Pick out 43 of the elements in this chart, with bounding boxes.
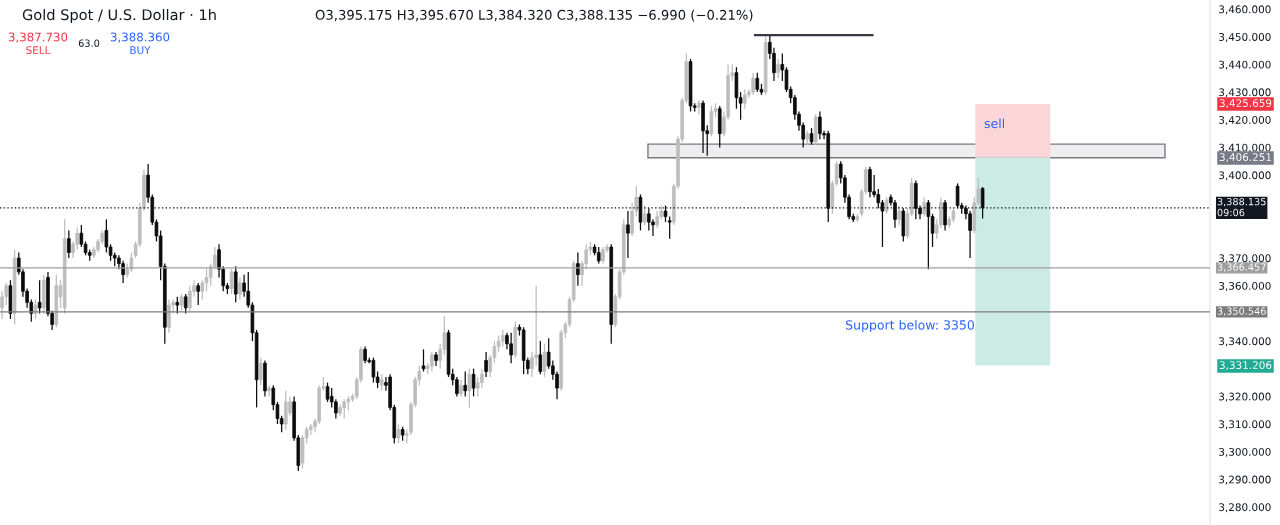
candlestick [204, 268, 209, 292]
candlestick [742, 88, 747, 110]
ref-line-label: 3,366.457 [1217, 263, 1266, 272]
y-tick-label: 3,340.000 [1219, 337, 1271, 347]
annotation: 63.0 [78, 39, 100, 47]
annotation: O3,395.175 H3,395.670 L3,384.320 C3,388.135 −6.990 (−0.21%) [315, 9, 753, 22]
candlestick [642, 204, 647, 226]
band-label: sell [984, 118, 1005, 129]
candlestick [342, 398, 347, 420]
y-tick-label: 3,410.000 [1219, 143, 1271, 153]
text: Gold Spot / U.S. Dollar · 1h [22, 8, 216, 24]
y-tick-label: 3,430.000 [1219, 88, 1271, 98]
y-tick-label: 3,360.000 [1219, 281, 1271, 291]
annotation: 3,387.730 [8, 32, 68, 43]
y-tick-label: 3,370.000 [1219, 254, 1271, 264]
y-tick-label: 3,450.000 [1219, 33, 1271, 42]
ref-line-label: 3,388.135 09:06 [1217, 197, 1266, 217]
candlestick [647, 207, 651, 232]
annotation: 3,388.360 [110, 32, 170, 43]
candlestick [196, 282, 200, 306]
annotation: SELL [26, 46, 51, 55]
y-tick-label: 3,440.000 [1219, 60, 1271, 70]
ref-line-label: 3,350.546 [1217, 307, 1266, 316]
annotation: Support below: 3350 [845, 319, 974, 333]
candlestick [421, 348, 426, 373]
text: 3,406.251 [1219, 153, 1272, 163]
y-tick-label: 3,400.000 [1219, 171, 1271, 181]
candlestick [897, 204, 901, 226]
y-tick-label: 3,300.000 [1219, 447, 1271, 457]
y-tick-label: 3,420.000 [1219, 116, 1271, 125]
candlestick [396, 423, 401, 445]
candlestick [667, 215, 672, 240]
candlestick [200, 279, 205, 301]
text: 3,331.206 [1219, 361, 1272, 371]
annotation: BUY [130, 46, 151, 55]
text: 3,425.659 [1219, 99, 1272, 109]
candlestick [430, 351, 434, 373]
y-tick-label: 3,320.000 [1219, 392, 1271, 402]
y-tick-label: 3,460.000 [1219, 5, 1271, 15]
y-tick-label: 3,290.000 [1219, 475, 1271, 485]
y-tick-label: 3,310.000 [1219, 420, 1271, 430]
y-tick-label: 3,280.000 [1219, 503, 1271, 513]
candlestick [542, 343, 547, 378]
